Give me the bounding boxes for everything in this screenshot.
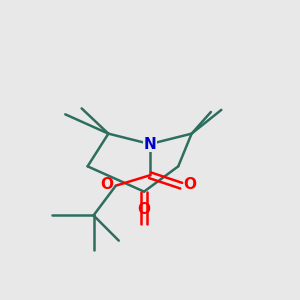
Text: O: O xyxy=(184,177,196,192)
Text: N: N xyxy=(144,136,156,152)
Text: O: O xyxy=(138,202,151,217)
Text: O: O xyxy=(100,177,113,192)
